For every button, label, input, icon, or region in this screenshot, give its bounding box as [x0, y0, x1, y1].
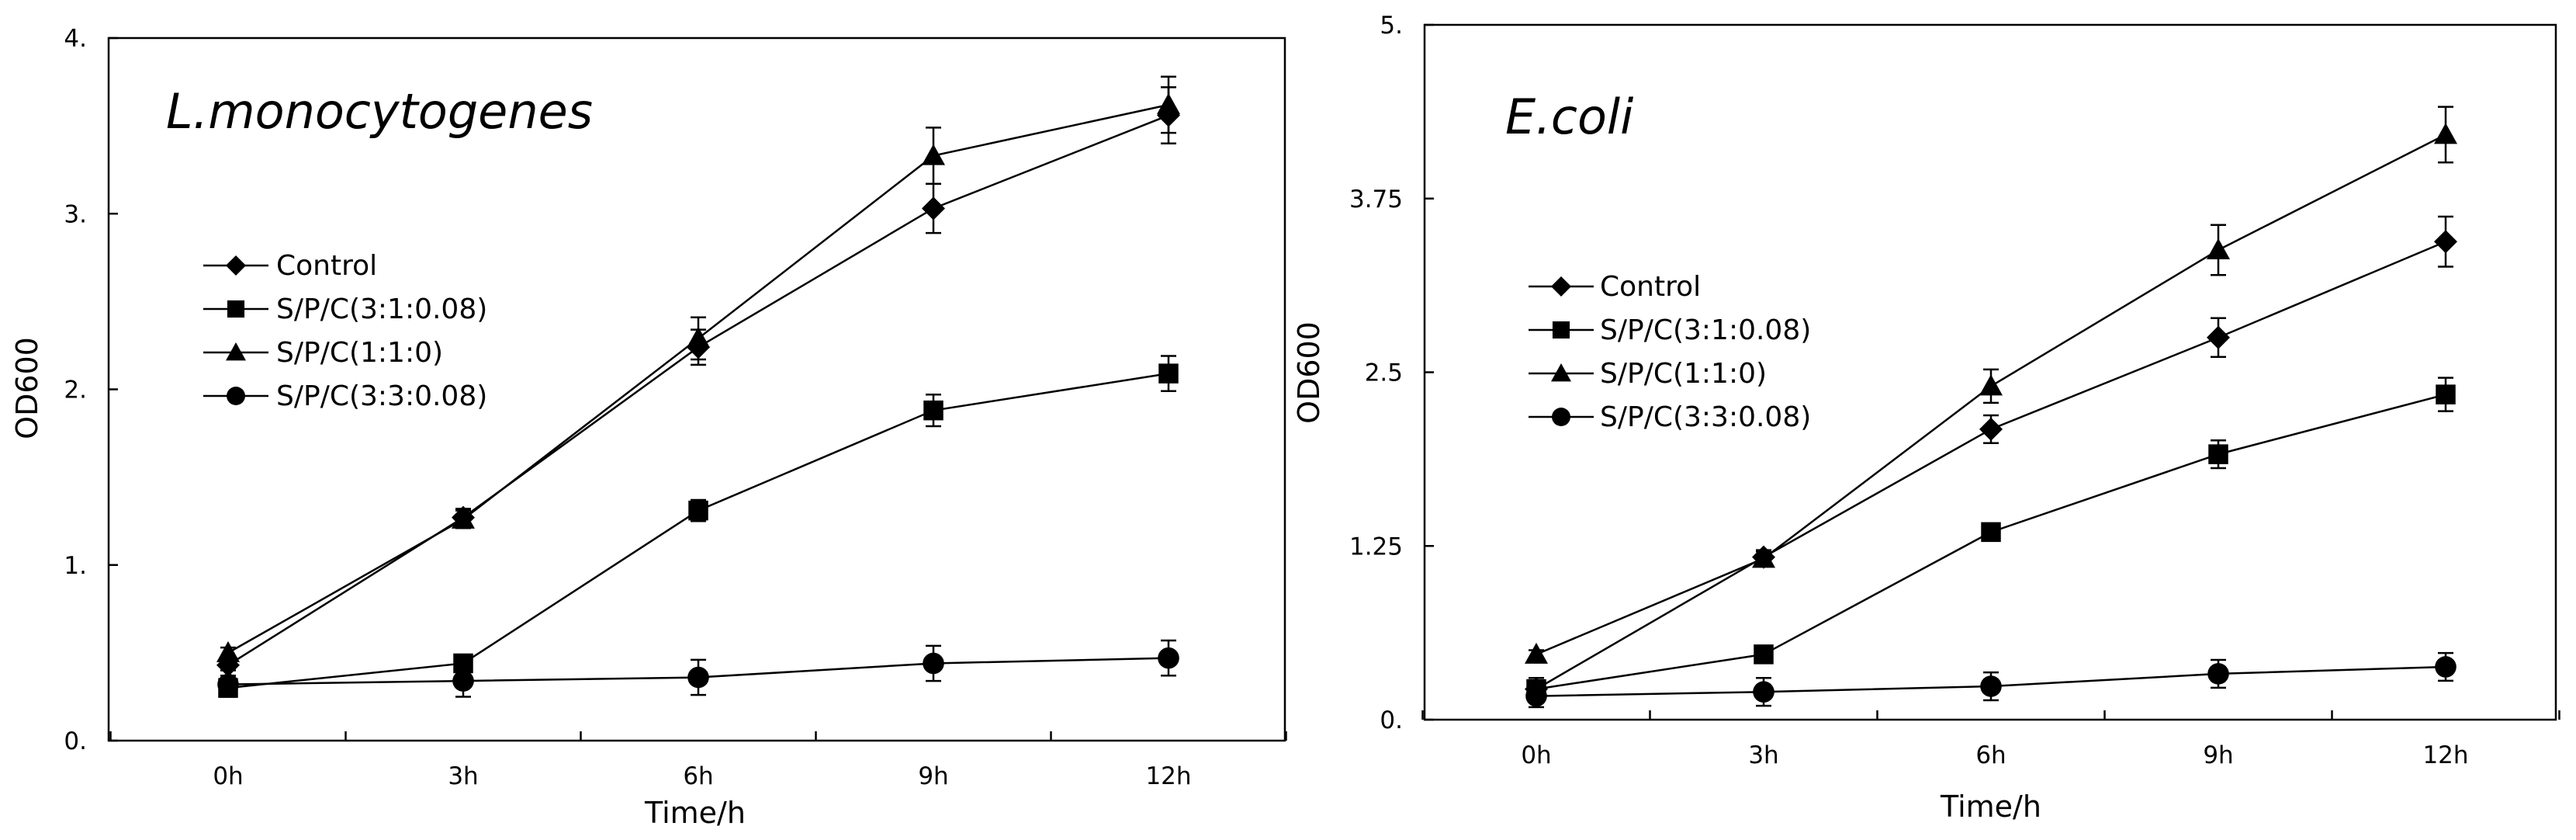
data-point-s-p-c-3-3-0-08	[1753, 681, 1774, 703]
data-point-s-p-c-3-3-0-08	[217, 673, 239, 696]
data-point-s-p-c-3-1-0-08	[923, 400, 943, 421]
data-point-s-p-c-1-1-0	[687, 326, 710, 348]
data-point-s-p-c-1-1-0	[216, 640, 240, 662]
data-point-s-p-c-3-1-0-08	[1754, 644, 1774, 665]
data-point-s-p-c-3-3-0-08	[1980, 675, 2002, 697]
legend-label-s-p-c-1-1-0: S/P/C(1:1:0)	[1600, 358, 1767, 390]
data-point-s-p-c-1-1-0	[2434, 123, 2457, 144]
x-tick-label: 9h	[2203, 741, 2233, 769]
chart-title: E.coli	[1505, 89, 1633, 145]
legend-marker-s-p-c-3-3-0-08	[1552, 408, 1570, 426]
x-tick-label: 0h	[1521, 741, 1551, 769]
tick-layer: 0. 1. 2. 3. 4. 0h 3h 6h 9h 12h	[64, 25, 1287, 790]
y-tick-label: 1.	[64, 552, 87, 580]
y-tick-label: 3.75	[1349, 186, 1403, 213]
y-tick-label: 0.	[64, 727, 87, 755]
legend: Control S/P/C(3:1:0.08) S/P/C(1:1:0) S/P/C(…	[1529, 271, 1811, 433]
data-point-s-p-c-3-1-0-08	[1981, 522, 2001, 543]
legend-marker-control	[226, 255, 246, 276]
y-tick-label: 2.	[64, 377, 87, 404]
tick-layer: 0. 1.25 2.5 3.75 5. 0h 3h 6h 9h 12h	[1349, 12, 2560, 769]
y-tick-label: 3.	[64, 200, 87, 228]
data-point-s-p-c-3-1-0-08	[1158, 363, 1179, 384]
data-point-s-p-c-3-1-0-08	[688, 500, 708, 521]
legend-marker-s-p-c-3-3-0-08	[227, 387, 245, 405]
y-tick-label: 5.	[1380, 12, 1403, 40]
data-point-s-p-c-3-3-0-08	[452, 670, 474, 692]
legend-label-s-p-c-3-1-0-08: S/P/C(3:1:0.08)	[276, 293, 487, 325]
chart-l-monocytogenes: L.monocytogenes Time/h OD600 0.1.2.3.4.0…	[10, 25, 1287, 830]
x-tick-label: 12h	[1145, 762, 1191, 790]
legend-label-s-p-c-1-1-0: S/P/C(1:1:0)	[276, 337, 443, 369]
data-point-s-p-c-3-3-0-08	[687, 666, 709, 689]
legend-marker-control	[1551, 276, 1571, 297]
legend-marker-s-p-c-1-1-0	[1551, 363, 1571, 382]
data-point-s-p-c-3-3-0-08	[923, 652, 944, 675]
legend-marker-s-p-c-3-1-0-08	[1552, 321, 1570, 339]
y-axis-title: OD600	[1292, 321, 1326, 424]
legend-marker-s-p-c-3-1-0-08	[227, 300, 245, 318]
data-point-s-p-c-3-1-0-08	[2208, 444, 2228, 464]
data-point-s-p-c-3-3-0-08	[2207, 663, 2229, 685]
y-tick-label: 0.	[1380, 706, 1403, 734]
data-point-s-p-c-3-1-0-08	[2436, 384, 2456, 404]
x-tick-label: 3h	[1748, 741, 1778, 769]
legend-label-control: Control	[1600, 271, 1701, 303]
chart-title: L.monocytogenes	[166, 83, 593, 140]
data-point-s-p-c-1-1-0	[452, 507, 475, 529]
x-tick-label: 6h	[683, 762, 713, 790]
x-axis-title: Time/h	[644, 796, 746, 830]
data-point-s-p-c-3-3-0-08	[1525, 685, 1547, 707]
data-point-s-p-c-1-1-0	[922, 144, 945, 165]
legend-label-control: Control	[276, 250, 377, 282]
x-tick-label: 6h	[1975, 741, 2006, 769]
x-tick-label: 0h	[213, 762, 243, 790]
chart-e-coli: E.coli Time/h OD600 0. 1.25 2.5 3.75 5. 0h 3h 6…	[1292, 12, 2560, 824]
data-point-control	[2434, 230, 2457, 254]
data-point-s-p-c-1-1-0	[2207, 238, 2230, 259]
legend-marker-s-p-c-1-1-0	[226, 342, 246, 361]
data-point-s-p-c-1-1-0	[1157, 92, 1180, 114]
y-tick-label: 4.	[64, 25, 87, 53]
series-line-s-p-c-1-1-0	[227, 103, 1169, 654]
series-line-s-p-c-3-1-0-08	[227, 372, 1169, 689]
series-line-control	[1536, 241, 2446, 690]
data-point-control	[922, 196, 945, 220]
data-point-s-p-c-1-1-0	[1752, 547, 1775, 568]
data-point-control	[2207, 325, 2230, 349]
legend-label-s-p-c-3-3-0-08: S/P/C(3:3:0.08)	[1600, 401, 1811, 433]
series-layer	[216, 75, 1180, 698]
y-tick-label: 2.5	[1365, 359, 1403, 387]
data-point-s-p-c-1-1-0	[1525, 642, 1548, 664]
y-tick-label: 1.25	[1349, 533, 1403, 561]
data-point-s-p-c-3-3-0-08	[2435, 656, 2457, 678]
data-point-s-p-c-3-3-0-08	[1158, 647, 1179, 669]
x-tick-label: 3h	[448, 762, 478, 790]
data-point-s-p-c-1-1-0	[1979, 374, 2003, 396]
legend: Control S/P/C(3:1:0.08) S/P/C(1:1:0) S/P/C(…	[203, 250, 487, 412]
data-point-control	[1979, 417, 2003, 441]
series-layer	[1525, 106, 2457, 709]
x-axis-title: Time/h	[1940, 790, 2041, 824]
x-tick-label: 9h	[918, 762, 948, 790]
x-tick-label: 12h	[2422, 741, 2468, 769]
legend-label-s-p-c-3-3-0-08: S/P/C(3:3:0.08)	[276, 380, 487, 412]
legend-label-s-p-c-3-1-0-08: S/P/C(3:1:0.08)	[1600, 314, 1811, 346]
y-axis-title: OD600	[10, 337, 44, 439]
